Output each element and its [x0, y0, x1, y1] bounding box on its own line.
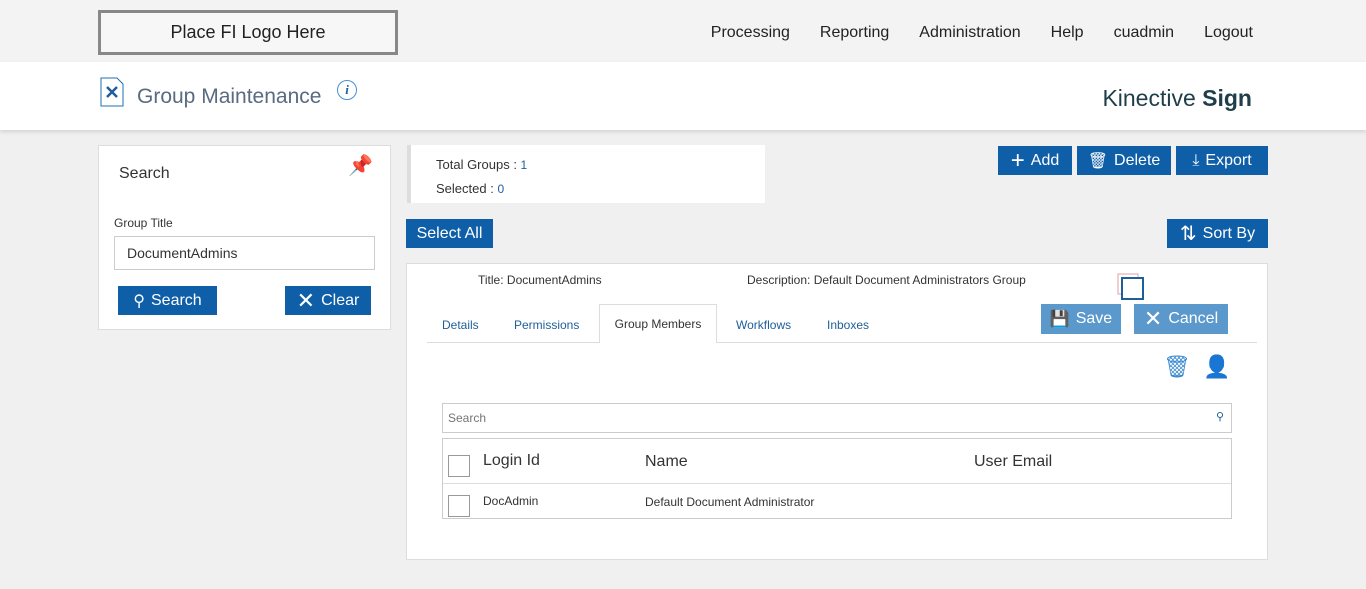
tab-details[interactable]: Details — [442, 318, 479, 332]
nav-logout[interactable]: Logout — [1204, 24, 1253, 41]
group-description: Description: Default Document Administra… — [747, 273, 1026, 287]
page-header — [0, 62, 1366, 130]
member-row-checkbox[interactable] — [448, 495, 470, 517]
group-title: Title: DocumentAdmins — [478, 273, 602, 287]
tabs-divider — [427, 342, 1257, 343]
nav-administration[interactable]: Administration — [919, 24, 1021, 41]
download-icon: ⤓ — [1192, 151, 1200, 169]
tab-inboxes[interactable]: Inboxes — [827, 318, 870, 332]
delete-button[interactable]: 🗑 Delete — [1077, 146, 1171, 175]
brand-logo: Kinective Sign — [1102, 85, 1252, 111]
select-all-button[interactable]: Select All — [406, 219, 493, 248]
tab-group-members[interactable]: Group Members — [599, 304, 717, 343]
member-search-input[interactable] — [442, 403, 1232, 433]
copy-icon[interactable] — [1117, 273, 1145, 301]
close-icon: ✕ — [296, 287, 316, 313]
tab-permissions[interactable]: Permissions — [514, 318, 580, 332]
info-icon[interactable]: i — [337, 80, 357, 100]
add-member-icon[interactable]: 👤 — [1203, 354, 1231, 379]
plus-icon: + — [1010, 146, 1025, 174]
search-icon: ⚲ — [133, 292, 145, 310]
group-maintenance-icon — [100, 77, 124, 107]
search-panel-title: Search — [119, 165, 170, 182]
sort-icon: ⇅ — [1179, 223, 1197, 245]
page-title: Group Maintenance — [137, 85, 322, 108]
selected-count: 0 — [497, 182, 505, 196]
pin-icon[interactable]: 📌 — [348, 155, 373, 177]
column-name[interactable]: Name — [645, 453, 688, 470]
cancel-button[interactable]: ✕ Cancel — [1134, 304, 1228, 334]
select-all-members-checkbox[interactable] — [448, 455, 470, 477]
column-user-email[interactable]: User Email — [974, 453, 1053, 470]
total-groups-count: 1 — [520, 158, 528, 172]
nav-help[interactable]: Help — [1050, 24, 1084, 41]
search-icon[interactable]: ⚲ — [1216, 411, 1225, 423]
nav-processing[interactable]: Processing — [710, 24, 790, 41]
export-button[interactable]: ⤓ Export — [1176, 146, 1268, 175]
save-button[interactable]: 💾 Save — [1041, 304, 1121, 334]
search-button[interactable]: ⚲ Search — [118, 286, 217, 315]
fi-logo-placeholder: Place FI Logo Here — [98, 10, 398, 55]
summary-box: Total Groups : 1 Selected : 0 — [407, 145, 765, 203]
group-title-input[interactable] — [114, 236, 375, 270]
nav-user[interactable]: cuadmin — [1113, 24, 1175, 41]
tab-workflows[interactable]: Workflows — [736, 318, 792, 332]
sort-by-button[interactable]: ⇅ Sort By — [1167, 219, 1268, 248]
member-login-id: DocAdmin — [483, 494, 539, 508]
main-nav: Processing Reporting Administration Help… — [711, 24, 1253, 42]
row-divider — [443, 483, 1231, 484]
nav-reporting[interactable]: Reporting — [819, 24, 890, 41]
add-button[interactable]: + Add — [998, 146, 1072, 175]
group-title-label: Group Title — [114, 216, 173, 230]
remove-member-icon[interactable]: 🗑 — [1163, 354, 1191, 379]
trash-icon: 🗑 — [1087, 152, 1109, 170]
member-name: Default Document Administrator — [645, 495, 815, 509]
close-icon: ✕ — [1143, 306, 1163, 331]
column-login-id[interactable]: Login Id — [483, 452, 540, 469]
members-table — [442, 438, 1232, 519]
clear-button[interactable]: ✕ Clear — [285, 286, 371, 315]
save-icon: 💾 — [1049, 311, 1070, 328]
